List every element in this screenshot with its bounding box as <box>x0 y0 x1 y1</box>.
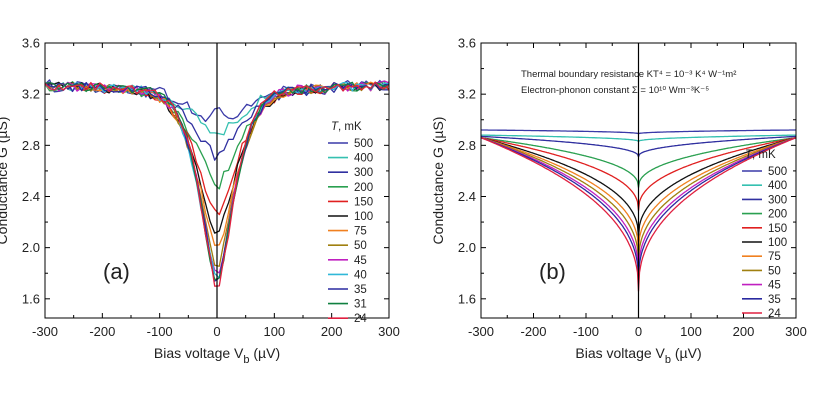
y-tick-label: 2.4 <box>22 189 40 204</box>
legend-label-75: 75 <box>354 226 367 238</box>
y-tick-label: 2.8 <box>22 138 40 153</box>
x-axis-title-main: Bias voltage V <box>154 345 244 361</box>
legend-label-35: 35 <box>354 284 367 296</box>
legend-label-100: 100 <box>768 237 787 249</box>
legend-label-200: 200 <box>768 209 787 221</box>
annotation-electron-phonon: Electron-phonon constant Σ = 10¹⁰ Wm⁻³K⁻… <box>521 85 709 96</box>
legend-label-45: 45 <box>354 255 367 267</box>
legend-label-50: 50 <box>768 265 781 277</box>
x-axis-title-unit: (µV) <box>671 345 702 361</box>
legend-label-300: 300 <box>354 167 373 179</box>
x-tick-label: -200 <box>89 324 115 339</box>
y-tick-label: 3.2 <box>458 87 476 102</box>
legend-label-45: 45 <box>768 280 781 292</box>
legend-label-400: 400 <box>768 180 787 192</box>
x-tick-label: -100 <box>147 324 173 339</box>
x-tick-label: 200 <box>733 324 755 339</box>
legend-title-symbol: T <box>745 149 753 161</box>
y-tick-label: 1.6 <box>22 291 40 306</box>
y-tick-label: 3.6 <box>22 36 40 51</box>
legend-label-40: 40 <box>354 269 367 281</box>
legend-label-24: 24 <box>354 313 367 325</box>
y-tick-label: 1.6 <box>458 291 476 306</box>
y-axis-title: Conductance G (µS) <box>430 117 446 245</box>
legend-title-unit: , mK <box>752 149 776 161</box>
x-tick-label: 0 <box>213 324 220 339</box>
y-tick-label: 3.2 <box>22 87 40 102</box>
x-tick-label: 300 <box>785 324 807 339</box>
legend-label-150: 150 <box>354 196 373 208</box>
x-axis-title-subscript: b <box>243 354 249 366</box>
y-tick-label: 3.6 <box>458 36 476 51</box>
y-tick-label: 2.4 <box>458 189 476 204</box>
legend-label-200: 200 <box>354 182 373 194</box>
legend-label-500: 500 <box>354 138 373 150</box>
legend: T, mK 500 400 300 200 150 100 75 50 45 35 24 <box>742 149 787 320</box>
x-tick-label: 100 <box>263 324 285 339</box>
legend-label-400: 400 <box>354 153 373 165</box>
x-tick-label: 200 <box>321 324 343 339</box>
legend-label-35: 35 <box>768 294 781 306</box>
chart-panel-a: -300 -200 -100 0 100 200 300 1.6 2.0 2.4 2.8 3.2 3.6… <box>0 36 400 367</box>
legend-label-150: 150 <box>768 223 787 235</box>
legend-label-31: 31 <box>354 299 367 311</box>
legend: T, mK 500 400 300 200 150 100 75 50 45 40 35 31 24 <box>328 121 373 325</box>
legend-label-75: 75 <box>768 251 781 263</box>
x-axis-title-subscript: b <box>665 354 671 366</box>
x-axis-title: Bias voltage Vb (µV) <box>154 345 280 366</box>
x-axis-title-main: Bias voltage V <box>575 345 665 361</box>
x-tick-label: 0 <box>635 324 642 339</box>
panel-label: (a) <box>103 259 130 284</box>
x-tick-label: 100 <box>680 324 702 339</box>
y-tick-label: 2.0 <box>458 240 476 255</box>
x-tick-label: -100 <box>573 324 599 339</box>
legend-label-24: 24 <box>768 308 781 320</box>
x-axis-title-unit: (µV) <box>250 345 281 361</box>
y-axis-title: Conductance G (µS) <box>0 117 10 245</box>
x-tick-label: -200 <box>520 324 546 339</box>
legend-title: T, mK <box>331 121 362 133</box>
x-tick-label: -300 <box>32 324 58 339</box>
legend-title-symbol: T <box>331 121 339 133</box>
chart-panel-b: -300 -200 -100 0 100 200 300 1.6 2.0 2.4 2.8 3.2 3.6… <box>430 36 807 367</box>
x-tick-label: -300 <box>468 324 494 339</box>
legend-label-500: 500 <box>768 166 787 178</box>
legend-label-100: 100 <box>354 211 373 223</box>
x-tick-label: 300 <box>378 324 400 339</box>
panel-label: (b) <box>539 259 566 284</box>
x-axis-title: Bias voltage Vb (µV) <box>575 345 701 366</box>
annotation-thermal-resistance: Thermal boundary resistance KT⁴ = 10⁻³ K… <box>521 69 736 80</box>
legend-label-300: 300 <box>768 194 787 206</box>
y-tick-label: 2.8 <box>458 138 476 153</box>
legend-title: T, mK <box>745 149 776 161</box>
y-tick-label: 2.0 <box>22 240 40 255</box>
legend-label-50: 50 <box>354 240 367 252</box>
legend-title-unit: , mK <box>338 121 362 133</box>
